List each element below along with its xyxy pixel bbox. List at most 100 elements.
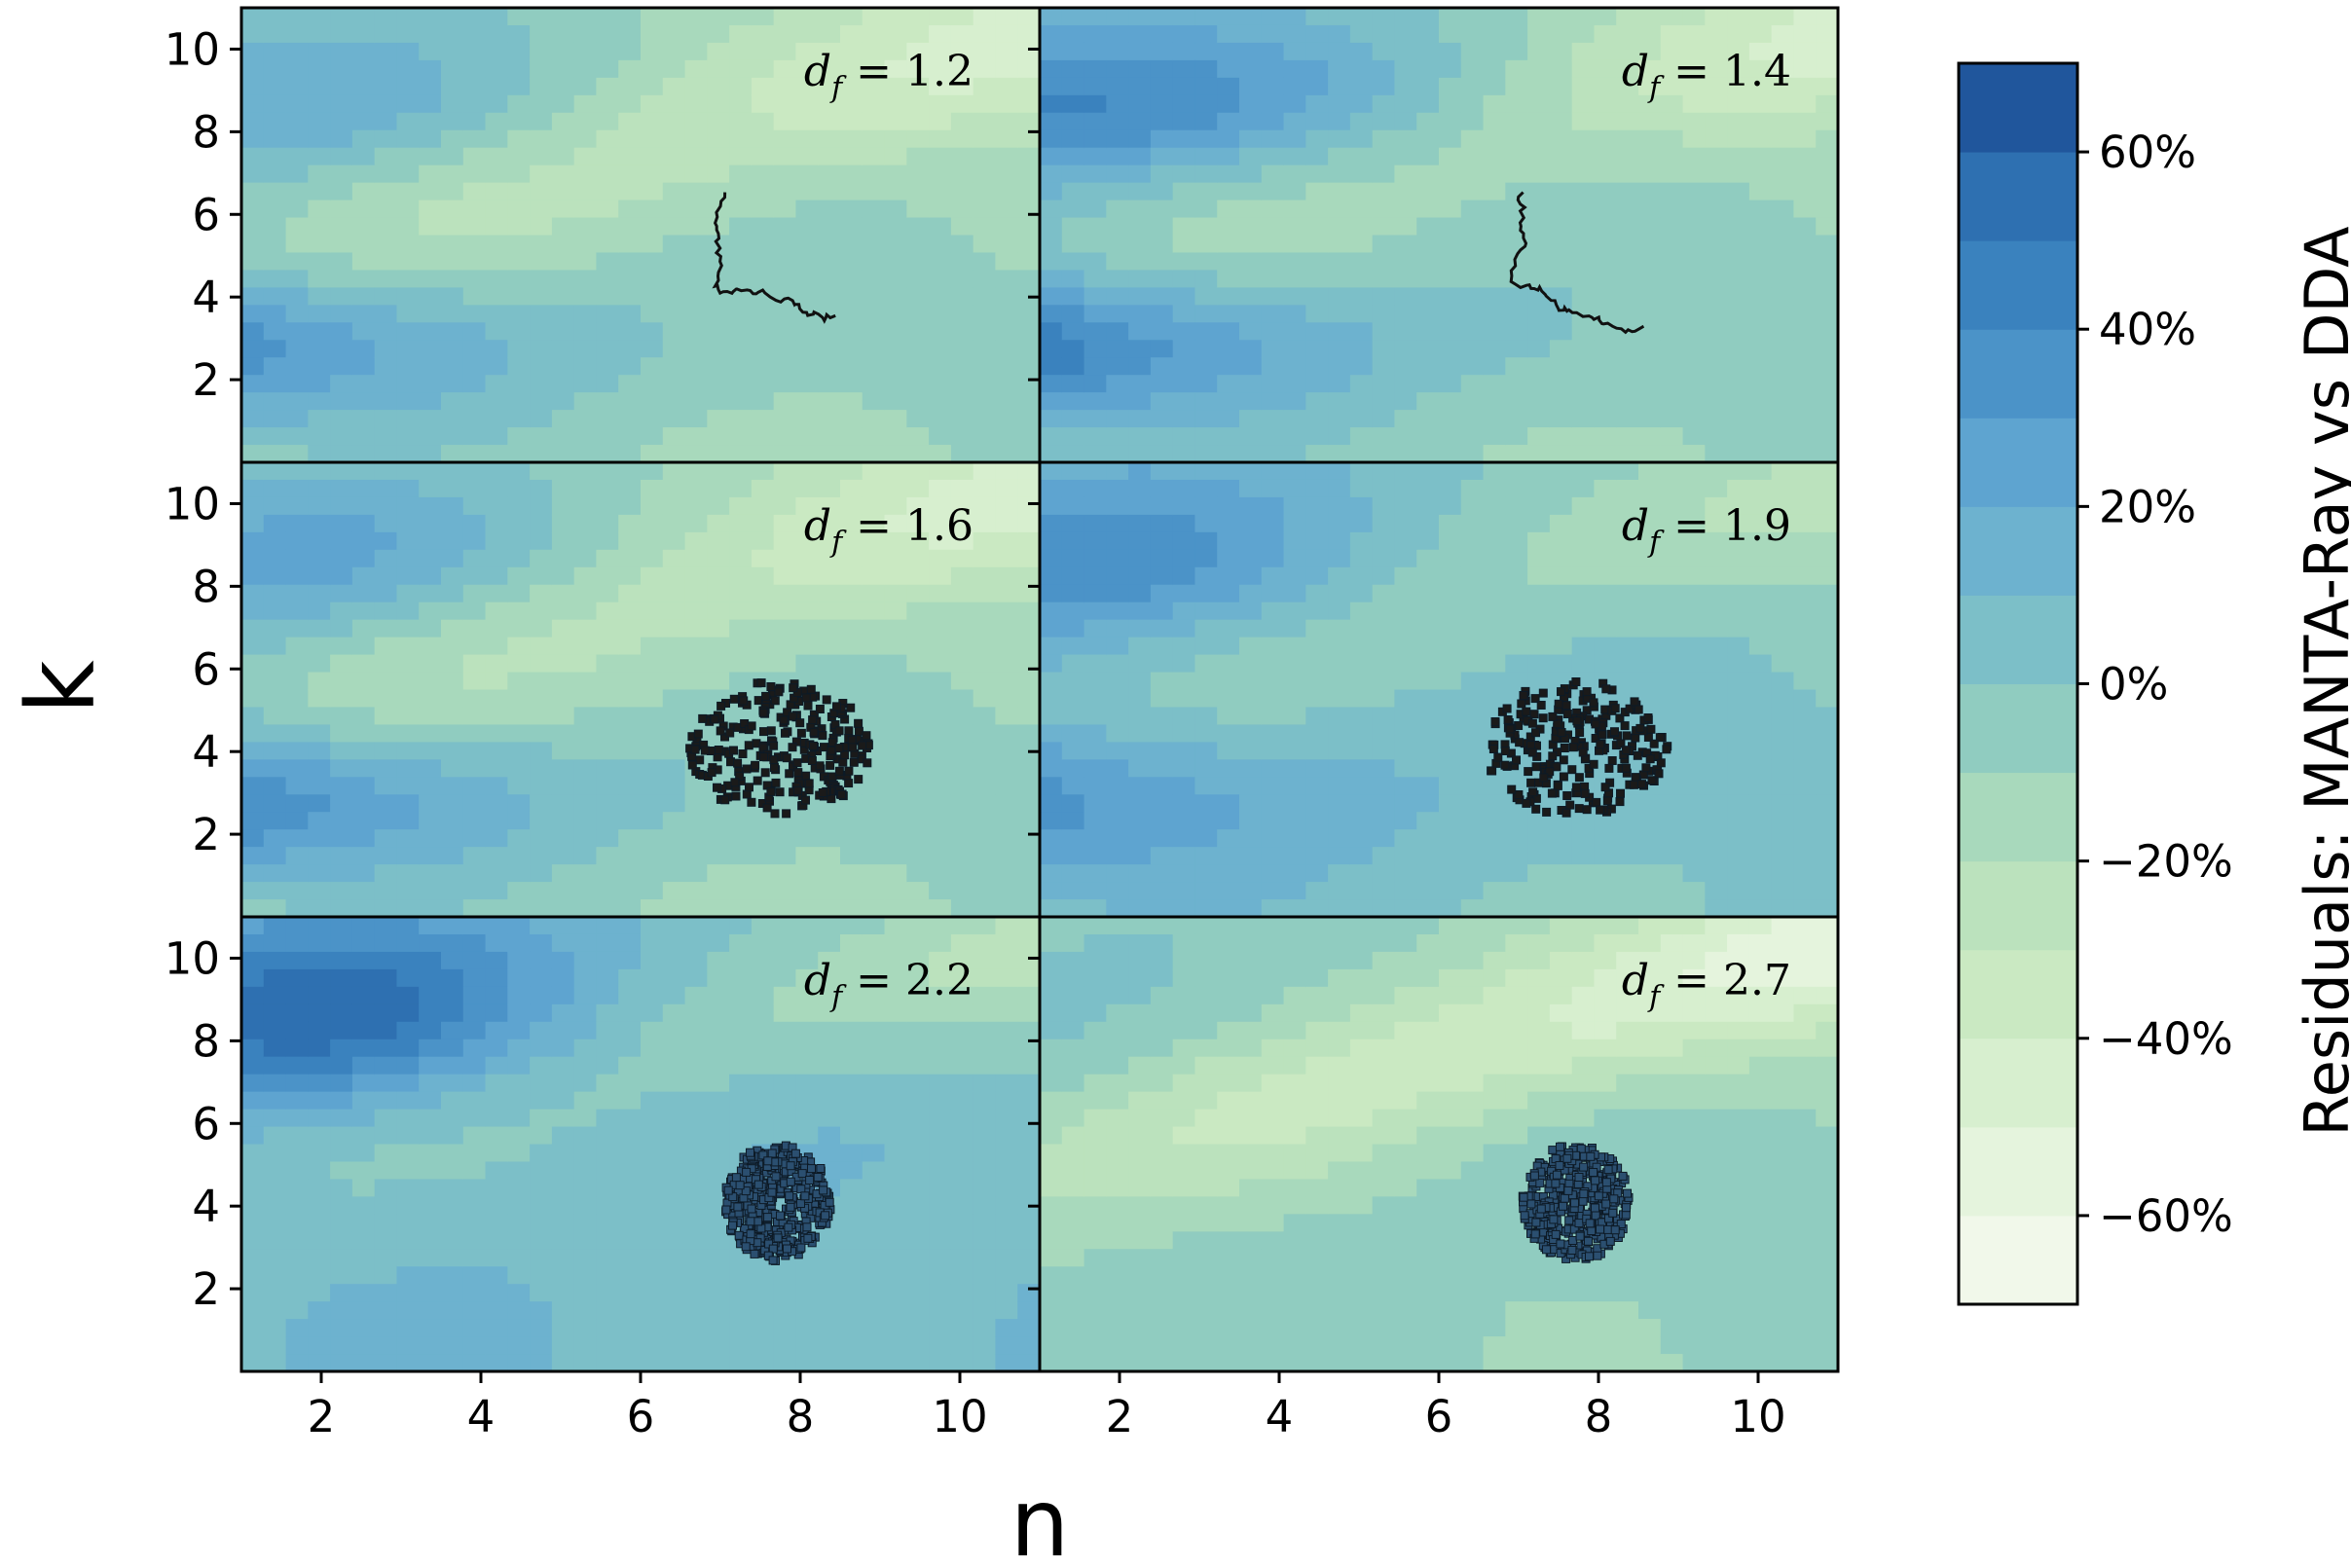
contour-cell: [1771, 42, 1795, 61]
contour-cell: [285, 689, 309, 709]
contour-cell: [241, 672, 265, 691]
contour-cell: [573, 1161, 598, 1181]
contour-cell: [1328, 566, 1351, 586]
contour-cell: [1017, 59, 1040, 79]
contour-cell: [396, 1003, 420, 1023]
contour-cell: [1748, 147, 1773, 166]
contour-cell: [1106, 200, 1129, 219]
contour-cell: [1682, 549, 1706, 568]
contour-cell: [618, 882, 642, 900]
contour-cell: [618, 392, 642, 411]
contour-cell: [1128, 200, 1152, 219]
contour-cell: [973, 305, 997, 323]
contour-cell: [308, 77, 331, 96]
contour-cell: [1217, 357, 1240, 376]
contour-cell: [1128, 252, 1152, 272]
contour-cell: [862, 672, 886, 691]
contour-cell: [906, 829, 930, 848]
contour-cell: [729, 24, 753, 44]
contour-cell: [795, 917, 819, 935]
contour-cell: [462, 1126, 487, 1146]
contour-cell: [1194, 59, 1218, 79]
contour-cell: [1793, 864, 1817, 883]
contour-cell: [419, 829, 442, 848]
contour-cell: [1483, 235, 1506, 254]
contour-cell: [507, 742, 531, 760]
contour-cell: [1040, 427, 1063, 446]
contour-cell: [1439, 707, 1462, 726]
contour-cell: [1616, 496, 1639, 516]
contour-cell: [351, 287, 376, 306]
contour-cell: [485, 445, 508, 462]
contour-cell: [396, 1144, 420, 1163]
contour-cell: [950, 340, 974, 358]
contour-cell: [973, 1144, 997, 1163]
contour-cell: [751, 566, 775, 586]
contour-cell: [1439, 182, 1462, 201]
contour-cell: [862, 864, 886, 883]
contour-cell: [573, 1039, 598, 1058]
contour-cell: [995, 1319, 1018, 1337]
contour-cell: [884, 147, 907, 166]
contour-cell: [840, 899, 863, 917]
contour-cell: [1771, 899, 1795, 917]
contour-cell: [950, 968, 974, 988]
contour-cell: [1128, 724, 1152, 743]
contour-cell: [419, 42, 442, 61]
contour-cell: [573, 496, 598, 516]
contour-cell: [263, 602, 287, 621]
contour-cell: [1705, 129, 1728, 149]
contour-cell: [929, 479, 952, 498]
contour-cell: [995, 496, 1018, 516]
contour-cell: [1040, 252, 1063, 272]
contour-cell: [662, 357, 686, 376]
contour-cell: [596, 217, 619, 237]
contour-cell: [1793, 566, 1817, 586]
contour-cell: [308, 252, 331, 272]
contour-cell: [1261, 794, 1285, 813]
contour-cell: [1194, 147, 1218, 166]
contour-cell: [1638, 340, 1662, 358]
contour-cell: [1638, 882, 1662, 900]
contour-cell: [1372, 24, 1396, 44]
contour-cell: [662, 112, 686, 131]
contour-cell: [1017, 217, 1040, 237]
contour-cell: [1616, 235, 1639, 254]
contour-cell: [950, 252, 974, 272]
contour-cell: [684, 305, 708, 323]
contour-cell: [1283, 1144, 1306, 1163]
contour-cell: [1084, 986, 1107, 1005]
contour-cell: [308, 899, 331, 917]
contour-cell: [596, 252, 619, 272]
contour-cell: [596, 654, 619, 674]
contour-cell: [884, 847, 907, 865]
contour-cell: [396, 1231, 420, 1250]
contour-cell: [1682, 164, 1706, 184]
contour-cell: [1194, 917, 1218, 935]
contour-cell: [1194, 322, 1218, 341]
contour-cell: [1682, 147, 1706, 166]
contour-cell: [684, 1074, 708, 1093]
contour-cell: [1128, 951, 1152, 970]
contour-cell: [818, 1354, 841, 1371]
contour-cell: [1638, 829, 1662, 848]
contour-cell: [285, 287, 309, 306]
contour-cell: [751, 619, 775, 638]
contour-cell: [551, 1091, 575, 1111]
contour-cell: [1505, 252, 1528, 272]
contour-cell: [1439, 305, 1462, 323]
contour-cell: [1217, 882, 1240, 900]
contour-cell: [263, 882, 287, 900]
contour-cell: [241, 129, 265, 149]
contour-cell: [573, 724, 598, 743]
contour-cell: [485, 602, 508, 621]
contour-cell: [396, 864, 420, 883]
contour-cell: [507, 182, 531, 201]
contour-cell: [1793, 514, 1817, 533]
contour-cell: [840, 357, 863, 376]
contour-cell: [618, 584, 642, 603]
contour-cell: [1660, 59, 1684, 79]
contour-cell: [973, 1249, 997, 1267]
contour-cell: [462, 94, 487, 114]
contour-cell: [485, 1126, 508, 1146]
